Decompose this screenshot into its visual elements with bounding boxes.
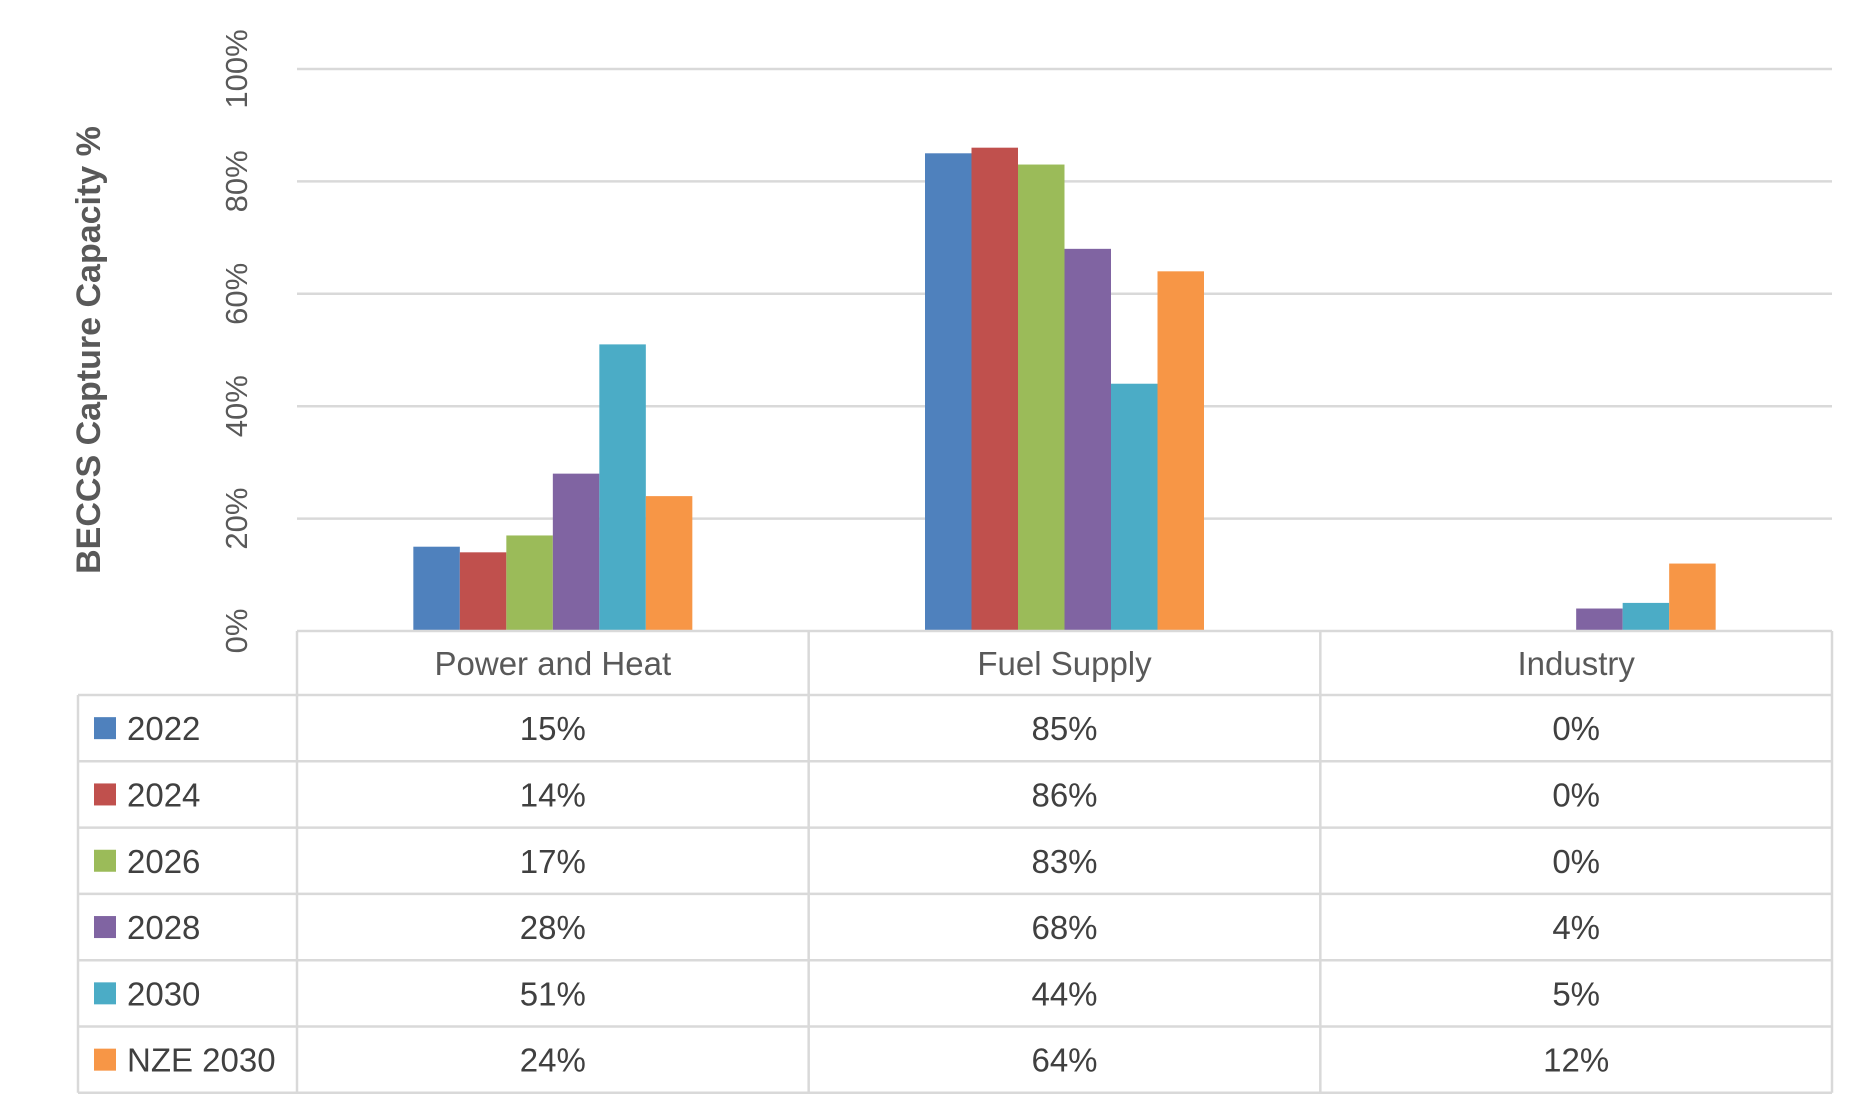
table-cell: 28% [520, 909, 586, 946]
table-cell: 17% [520, 843, 586, 880]
bar [459, 552, 507, 631]
table-cell: 44% [1031, 975, 1097, 1012]
legend-swatch [94, 717, 116, 740]
category-label: Fuel Supply [977, 645, 1152, 682]
table-cell: 0% [1552, 776, 1600, 813]
y-tick-label: 100% [219, 29, 254, 108]
bar [506, 535, 553, 631]
bar [1576, 608, 1623, 631]
table-cell: 14% [520, 776, 586, 813]
table-cell: 64% [1031, 1042, 1097, 1079]
legend-label: 2026 [127, 843, 200, 880]
bar [645, 496, 693, 631]
legend-swatch [94, 849, 116, 872]
y-tick-label: 0% [219, 609, 254, 654]
y-tick-label: 40% [219, 375, 254, 437]
bar [1669, 563, 1716, 631]
table-cell: 12% [1543, 1042, 1609, 1079]
table-cell: 0% [1552, 710, 1600, 747]
legend-label: 2024 [127, 776, 200, 813]
legend-swatch [94, 1048, 116, 1071]
y-tick-label: 20% [219, 488, 254, 550]
bar [1157, 271, 1204, 631]
table-cell: 86% [1031, 776, 1097, 813]
category-label: Power and Heat [435, 645, 672, 682]
bar [1064, 248, 1111, 631]
bars [413, 147, 1716, 632]
table-cell: 0% [1552, 843, 1600, 880]
bar [1111, 383, 1158, 631]
bar [971, 147, 1018, 631]
y-tick-label: 60% [219, 263, 254, 325]
bar [552, 473, 600, 631]
table-cell: 51% [520, 975, 586, 1012]
bar [413, 546, 460, 631]
table-cell: 68% [1031, 909, 1097, 946]
legend-swatch [94, 916, 116, 939]
legend-label: 2022 [127, 710, 200, 747]
category-label: Industry [1517, 645, 1635, 682]
table-cell: 85% [1031, 710, 1097, 747]
legend-label: NZE 2030 [127, 1042, 276, 1079]
legend-label: 2030 [127, 975, 200, 1012]
y-tick-label: 80% [219, 150, 254, 212]
legend-swatch [94, 982, 116, 1005]
data-table: Power and Heat Fuel Supply Industry 2022 15%… [76, 629, 1834, 1095]
y-axis-ticks: 0% 20% 40% 60% 80% 100% [219, 29, 254, 653]
table-cell: 15% [520, 710, 586, 747]
bar [1622, 602, 1670, 631]
table-cell: 5% [1552, 975, 1600, 1012]
bar [1018, 164, 1065, 632]
table-cell: 83% [1031, 843, 1097, 880]
bar [925, 153, 972, 632]
legend-label: 2028 [127, 909, 200, 946]
table-cell: 4% [1552, 909, 1600, 946]
y-axis-label: BECCS Capture Capacity % [70, 126, 108, 574]
legend-swatch [94, 783, 116, 806]
bar [599, 344, 646, 631]
table-cell: 24% [520, 1042, 586, 1079]
